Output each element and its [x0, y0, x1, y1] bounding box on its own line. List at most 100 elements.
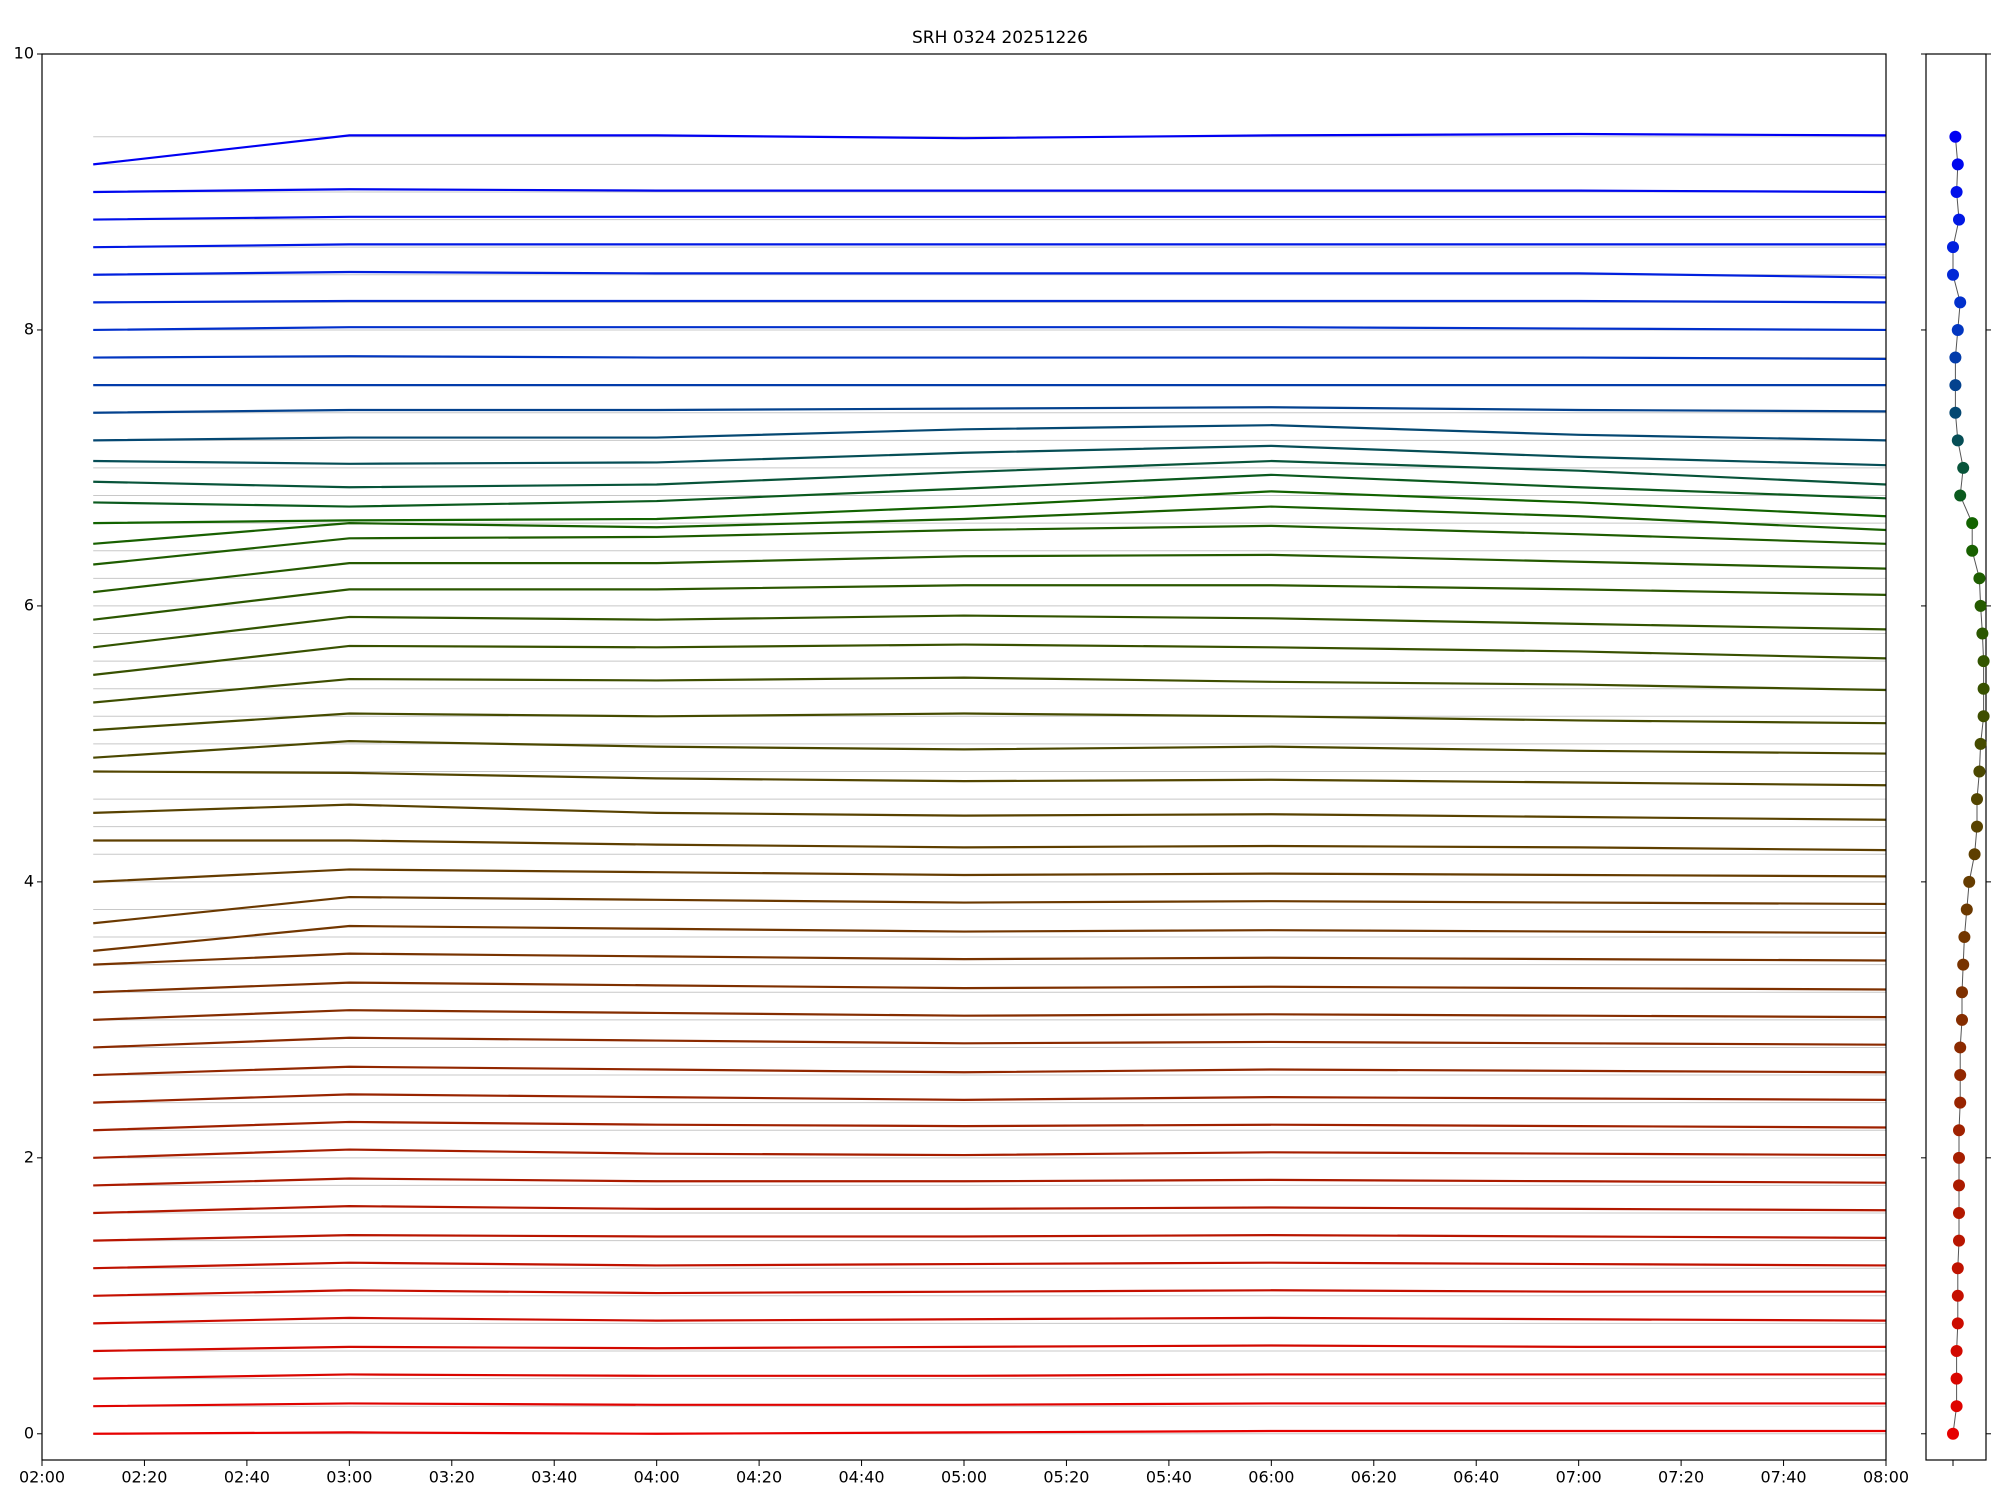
trace	[93, 1036, 1887, 1049]
trace	[93, 1289, 1886, 1297]
trace	[93, 299, 1887, 304]
x-tick-label: 06:40	[1453, 1468, 1499, 1487]
offset-dot	[1956, 986, 1968, 999]
trace	[93, 1009, 1887, 1021]
y-tick-label: 4	[24, 871, 34, 890]
x-tick-label: 05:20	[1043, 1468, 1089, 1487]
trace	[93, 490, 1887, 525]
offset-dot	[1951, 158, 1964, 171]
panel-frame	[1925, 53, 1987, 1461]
trace	[93, 132, 1887, 166]
offset-dot	[1954, 1041, 1967, 1054]
trace	[93, 1233, 1887, 1242]
offset-dot	[1953, 1151, 1965, 1164]
y-tick-label: 2	[24, 1147, 34, 1166]
x-tick-label: 04:40	[839, 1468, 885, 1487]
trace	[93, 1402, 1886, 1408]
trace	[93, 1065, 1887, 1077]
x-tick-label: 03:20	[429, 1468, 475, 1487]
offset-dot	[1963, 875, 1976, 888]
offset-dot	[1947, 241, 1959, 254]
trace	[93, 614, 1887, 649]
trace	[93, 924, 1887, 952]
offset-dot	[1949, 379, 1962, 392]
offset-dot	[1960, 903, 1973, 916]
trace	[93, 1205, 1887, 1215]
trace	[93, 355, 1887, 361]
offset-dot	[1956, 1013, 1968, 1026]
offset-dot	[1949, 406, 1962, 419]
offset-dot	[1951, 1262, 1964, 1275]
x-tick-label: 05:40	[1146, 1468, 1192, 1487]
offset-dot	[1974, 737, 1987, 750]
trace	[93, 1429, 1886, 1435]
y-tick-label: 8	[24, 319, 34, 338]
offset-dot	[1958, 931, 1971, 944]
plot-frame	[41, 53, 1887, 1461]
trace	[93, 444, 1887, 467]
trace	[93, 1093, 1887, 1104]
x-tick-label: 03:40	[531, 1468, 577, 1487]
x-tick-label: 07:40	[1761, 1468, 1807, 1487]
x-tick-label: 08:00	[1863, 1468, 1909, 1487]
offset-dot	[1977, 655, 1990, 668]
trace	[93, 1316, 1887, 1325]
trace	[93, 868, 1887, 883]
offset-dot	[1950, 1400, 1963, 1413]
offset-dot	[1954, 1096, 1967, 1109]
offset-dot	[1976, 627, 1989, 640]
offset-dot	[1947, 268, 1959, 281]
y-tick-label: 10	[14, 44, 34, 63]
x-tick-label: 03:00	[326, 1468, 372, 1487]
offset-dot	[1953, 1124, 1965, 1137]
trace	[93, 459, 1887, 489]
offset-dot	[1950, 1372, 1963, 1385]
chart-title: SRH 0324 20251226	[912, 28, 1088, 48]
trace	[93, 1177, 1887, 1187]
trace	[93, 406, 1887, 414]
trace	[93, 1373, 1886, 1380]
offset-dot	[1968, 848, 1981, 861]
trace	[93, 676, 1887, 704]
offset-dot	[1951, 1317, 1964, 1330]
offset-dot	[1953, 1179, 1965, 1192]
offset-dot	[1953, 1234, 1965, 1247]
trace	[93, 643, 1887, 676]
x-tick-label: 06:20	[1351, 1468, 1397, 1487]
trace	[93, 270, 1887, 279]
offset-dot	[1966, 544, 1979, 557]
offset-dot	[1947, 1427, 1959, 1440]
x-tick-label: 04:20	[736, 1468, 782, 1487]
y-tick-label: 6	[24, 595, 34, 614]
trace	[93, 584, 1887, 621]
trace	[93, 524, 1887, 566]
offset-dot	[1953, 213, 1965, 226]
offset-dot	[1977, 710, 1990, 723]
offset-dot	[1951, 434, 1964, 447]
trace	[93, 803, 1887, 821]
offset-dot	[1966, 517, 1979, 530]
x-tick-label: 07:00	[1556, 1468, 1602, 1487]
offset-dot	[1953, 1207, 1965, 1220]
trace	[93, 770, 1887, 787]
offset-dot	[1950, 185, 1963, 198]
trace	[93, 740, 1887, 759]
x-tick-label: 02:00	[19, 1468, 65, 1487]
offset-dot	[1957, 958, 1970, 971]
x-tick-label: 02:20	[121, 1468, 167, 1487]
trace	[93, 424, 1887, 442]
trace	[93, 188, 1887, 194]
trace	[93, 981, 1887, 994]
y-tick-label: 0	[24, 1423, 34, 1442]
offset-dot	[1971, 793, 1983, 806]
offset-dot	[1954, 1069, 1967, 1082]
x-tick-label: 04:00	[634, 1468, 680, 1487]
offset-dot	[1974, 599, 1987, 612]
x-tick-label: 07:20	[1658, 1468, 1704, 1487]
offset-dot	[1949, 130, 1962, 143]
trace	[93, 895, 1887, 925]
offset-dot	[1971, 820, 1983, 833]
offset-dot	[1957, 461, 1970, 474]
offset-dot	[1973, 572, 1986, 585]
